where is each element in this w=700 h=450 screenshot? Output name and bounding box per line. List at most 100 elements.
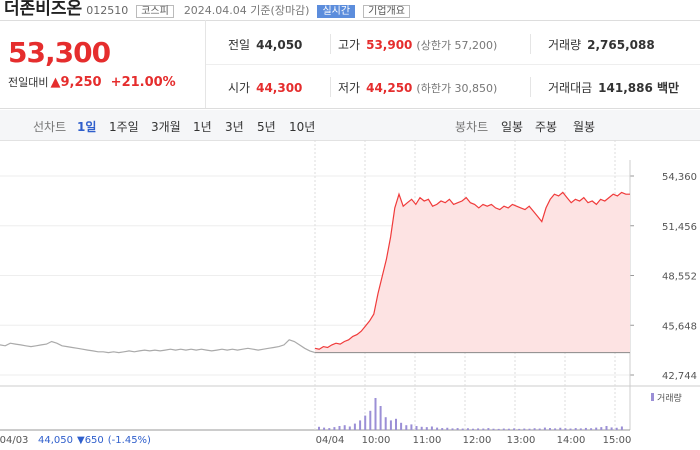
prev-day-summary: 44,050 ▼650 (-1.45%) — [38, 435, 151, 446]
x-tick-label: 11:00 — [413, 435, 442, 446]
volume-bar — [430, 426, 433, 430]
volume-bar — [497, 428, 500, 430]
volume-bar — [384, 417, 387, 430]
x-tick-label: 13:00 — [507, 435, 536, 446]
header: 더존비즈온 012510 코스피 2024.04.04 기준(장마감) 실시간 기업개요 — [4, 0, 410, 19]
volume-bar — [323, 427, 326, 430]
footer-text: 44,050 — [38, 435, 73, 446]
volume-bar — [338, 426, 341, 430]
x-tick-label: 10:00 — [362, 435, 391, 446]
volume-bar — [574, 428, 577, 430]
divider — [330, 34, 331, 54]
info-item: 시가 44,300 — [228, 79, 302, 96]
volume-bar — [507, 428, 510, 430]
period-tab[interactable]: 3개월 — [151, 120, 181, 134]
divider — [530, 77, 531, 97]
period-tab[interactable]: 1일 — [77, 120, 97, 134]
volume-bar — [584, 427, 587, 430]
period-tab[interactable]: 1년 — [193, 120, 212, 134]
volume-bar — [364, 415, 367, 430]
divider — [205, 20, 206, 108]
volume-bar — [564, 428, 567, 430]
volume-bar — [538, 428, 541, 430]
volume-bar — [492, 428, 495, 430]
date: 2024.04.04 기준(장마감) — [183, 4, 310, 17]
volume-bar — [456, 428, 459, 430]
volume-bar — [348, 426, 351, 430]
change-label: 전일대비 — [8, 76, 49, 89]
volume-bar — [595, 427, 598, 430]
info-value: 2,765,088 — [587, 38, 655, 52]
price-line — [0, 339, 316, 354]
info-value: 141,886 백만 — [598, 81, 680, 95]
y-tick-label: 48,552 — [662, 272, 697, 283]
volume-bar — [533, 428, 536, 430]
volume-bar — [389, 420, 392, 430]
volume-bar — [374, 398, 377, 430]
volume-legend-swatch — [651, 393, 654, 401]
y-tick-label: 54,360 — [662, 172, 697, 183]
divider — [206, 64, 700, 65]
info-item: 거래량 2,765,088 — [548, 36, 655, 53]
volume-bar — [328, 428, 331, 430]
candle-tab[interactable]: 월봉 — [573, 120, 596, 134]
volume-bar — [353, 423, 356, 430]
volume-bar — [420, 426, 423, 430]
period-tab[interactable]: 1주일 — [109, 120, 139, 134]
info-label: 거래대금 — [548, 81, 593, 95]
divider — [330, 77, 331, 97]
volume-bar — [554, 428, 557, 430]
volume-bar — [523, 428, 526, 430]
info-label: 시가 — [228, 81, 251, 95]
volume-bar — [333, 427, 336, 430]
realtime-button[interactable]: 실시간 — [317, 5, 356, 18]
candle-tab[interactable]: 주봉 — [535, 120, 558, 134]
info-value: 44,250 — [366, 81, 413, 95]
info-value: 44,050 — [256, 38, 303, 52]
info-note: (상한가 57,200) — [416, 39, 498, 52]
x-tick-label: 15:00 — [603, 435, 632, 446]
info-label: 고가 — [338, 38, 361, 52]
volume-bar — [451, 428, 454, 430]
y-tick-label: 42,744 — [662, 371, 697, 382]
volume-bar — [543, 427, 546, 430]
volume-bar — [487, 428, 490, 430]
y-tick-label: 45,648 — [662, 321, 697, 332]
divider — [530, 34, 531, 54]
tab-label: 선차트 — [33, 120, 67, 134]
volume-bar — [477, 428, 480, 430]
volume-bar — [513, 428, 516, 430]
volume-bar — [359, 420, 362, 430]
volume-bar — [343, 425, 346, 430]
info-item: 고가 53,900 (상한가 57,200) — [338, 36, 497, 53]
x-tick-label: 04/03 — [0, 435, 28, 446]
stock-name: 더존비즈온 — [4, 0, 83, 19]
volume-bar — [518, 428, 521, 430]
area — [315, 192, 630, 353]
volume-bar — [472, 428, 474, 430]
tab-bar: 선차트 1일 1주일 3개월 1년 3년 5년 10년 봉차트 일봉 주봉 월봉 — [0, 110, 700, 141]
volume-bar — [502, 428, 505, 430]
company-info-button[interactable]: 기업개요 — [363, 5, 410, 18]
info-label: 전일 — [228, 38, 251, 52]
period-tab[interactable]: 3년 — [225, 120, 244, 134]
period-tab[interactable]: 5년 — [257, 120, 276, 134]
price-chart: 54,360 51,456 48,552 45,648 42,744 04/03 04/04… — [0, 140, 700, 446]
info-label: 저가 — [338, 81, 361, 95]
volume-bar — [528, 428, 531, 430]
volume-bar — [610, 427, 613, 430]
volume-bar — [461, 428, 464, 430]
volume-bar — [482, 428, 485, 430]
period-tab[interactable]: 10년 — [289, 120, 316, 134]
x-tick-label: 14:00 — [557, 435, 586, 446]
volume-bar — [605, 426, 608, 430]
footer-text: (-1.45%) — [108, 435, 151, 446]
volume-bar — [379, 406, 382, 430]
info-item: 거래대금 141,886 백만 — [548, 79, 679, 96]
candle-tab[interactable]: 일봉 — [501, 120, 524, 134]
volume-bar — [569, 428, 572, 430]
y-tick-label: 51,456 — [662, 222, 697, 233]
volume-bar — [400, 422, 403, 430]
market-badge: 코스피 — [136, 5, 174, 18]
